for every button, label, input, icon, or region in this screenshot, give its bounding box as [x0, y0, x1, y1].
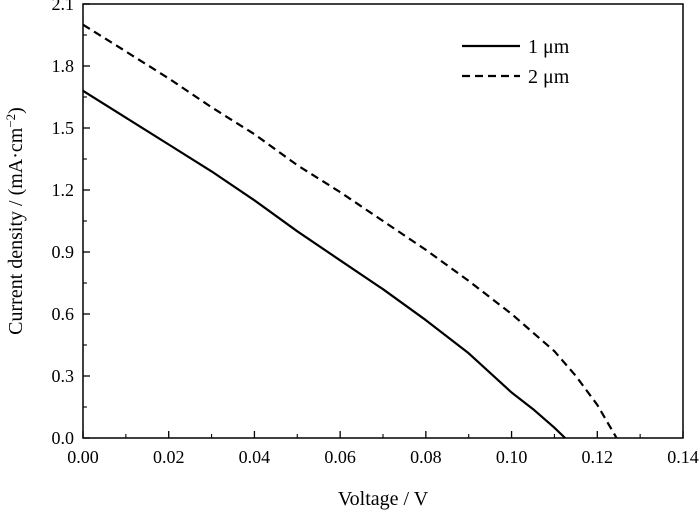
y-tick-label: 1.2	[52, 180, 75, 200]
x-tick-label: 0.12	[582, 447, 614, 467]
y-axis-label-main: Current density / (mA·cm	[5, 127, 27, 335]
x-axis-ticks: 0.00 0.02 0.04 0.06 0.08 0.10 0.12 0.14	[67, 431, 699, 467]
y-tick-label: 1.8	[52, 56, 75, 76]
y-tick-label: 0.3	[52, 366, 75, 386]
x-tick-label: 0.04	[239, 447, 271, 467]
series-line-2um	[82, 23, 618, 439]
legend-label-2um: 2 μm	[528, 66, 570, 88]
y-tick-label: 1.5	[52, 118, 75, 138]
y-tick-label: 0.6	[52, 304, 75, 324]
x-axis-label: Voltage / V	[338, 488, 429, 510]
series-lines	[82, 23, 618, 439]
y-tick-label: 0.0	[52, 428, 75, 448]
x-tick-label: 0.10	[496, 447, 528, 467]
y-axis-ticks: 0.0 0.3 0.6 0.9 1.2 1.5 1.8 2.1	[52, 0, 90, 448]
y-axis-label-close: )	[5, 107, 27, 114]
y-tick-label: 0.9	[52, 242, 75, 262]
legend: 1 μm 2 μm	[462, 36, 570, 88]
y-axis-label: Current density / (mA·cm−2)	[3, 107, 28, 335]
y-tick-label: 2.1	[52, 0, 75, 14]
x-tick-label: 0.06	[324, 447, 356, 467]
legend-label-1um: 1 μm	[528, 36, 570, 58]
series-line-1um	[82, 89, 566, 439]
x-tick-label: 0.02	[153, 447, 185, 467]
y-axis-label-superscript: −2	[3, 114, 18, 128]
x-tick-label: 0.08	[410, 447, 442, 467]
x-tick-label: 0.14	[667, 447, 699, 467]
x-tick-label: 0.00	[67, 447, 99, 467]
